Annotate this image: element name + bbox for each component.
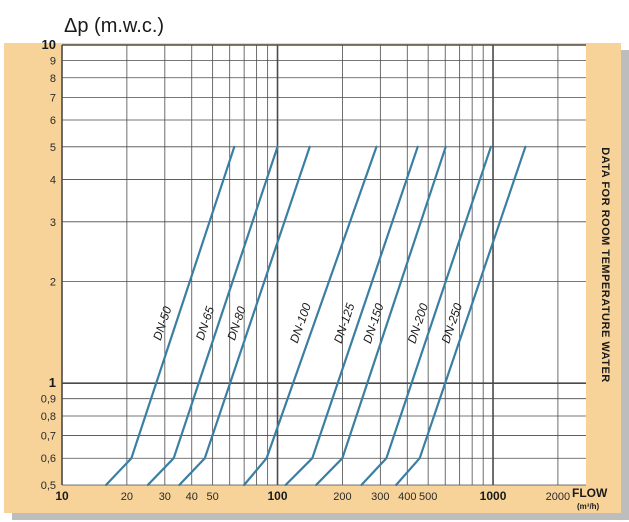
x-tick-label: 30 <box>159 491 171 503</box>
series-line <box>395 145 527 487</box>
series-line <box>178 145 311 487</box>
series-line <box>360 145 492 487</box>
y-tick-label: 7 <box>50 92 56 104</box>
y-tick-label: 0,9 <box>41 394 56 406</box>
x-tick-label: 200 <box>333 491 351 503</box>
x-tick-label: 400 <box>398 491 416 503</box>
x-tick-label: 20 <box>121 491 133 503</box>
x-tick-label: 500 <box>419 491 437 503</box>
side-note: DATA FOR ROOM TEMPERATURE WATER <box>599 147 611 382</box>
y-tick-label: 2 <box>50 276 56 288</box>
y-tick-label: 6 <box>50 115 56 127</box>
x-tick-label: 100 <box>268 489 288 503</box>
y-tick-label: 1 <box>49 375 56 390</box>
x-axis-unit: (m³/h) <box>577 502 600 511</box>
y-tick-label: 5 <box>50 142 56 154</box>
grid-lines <box>61 44 586 486</box>
y-axis-label: Δp (m.w.c.) <box>64 15 164 37</box>
y-tick-label: 0,5 <box>41 480 56 492</box>
series-line <box>243 145 378 487</box>
series-line <box>104 145 236 487</box>
y-tick-label: 0,7 <box>41 431 56 443</box>
x-tick-label: 1000 <box>480 489 507 503</box>
plot-area <box>62 45 586 485</box>
y-tick-labels: 0,5 0,6 0,7 0,8 0,9 1 2 3 4 5 6 7 8 9 10 <box>41 37 56 492</box>
series-line <box>284 145 419 487</box>
x-tick-label: 50 <box>207 491 219 503</box>
y-tick-label: 10 <box>42 37 56 52</box>
x-tick-label: 300 <box>371 491 389 503</box>
x-tick-label: 2000 <box>546 491 570 503</box>
x-tick-label: 40 <box>186 491 198 503</box>
y-tick-label: 8 <box>50 73 56 85</box>
y-tick-label: 9 <box>50 55 56 67</box>
x-tick-label: 10 <box>55 489 69 503</box>
x-axis-label: FLOW <box>572 486 608 500</box>
y-tick-label: 0,8 <box>41 411 56 423</box>
x-tick-labels: 10 20 30 40 50 100 200 300 400 500 1000 2000 <box>55 489 570 503</box>
y-tick-label: 0,6 <box>41 453 56 465</box>
series-line <box>315 145 447 487</box>
series-line <box>146 145 279 487</box>
series-lines <box>104 145 527 487</box>
y-tick-label: 4 <box>50 175 56 187</box>
y-tick-label: 3 <box>50 217 56 229</box>
